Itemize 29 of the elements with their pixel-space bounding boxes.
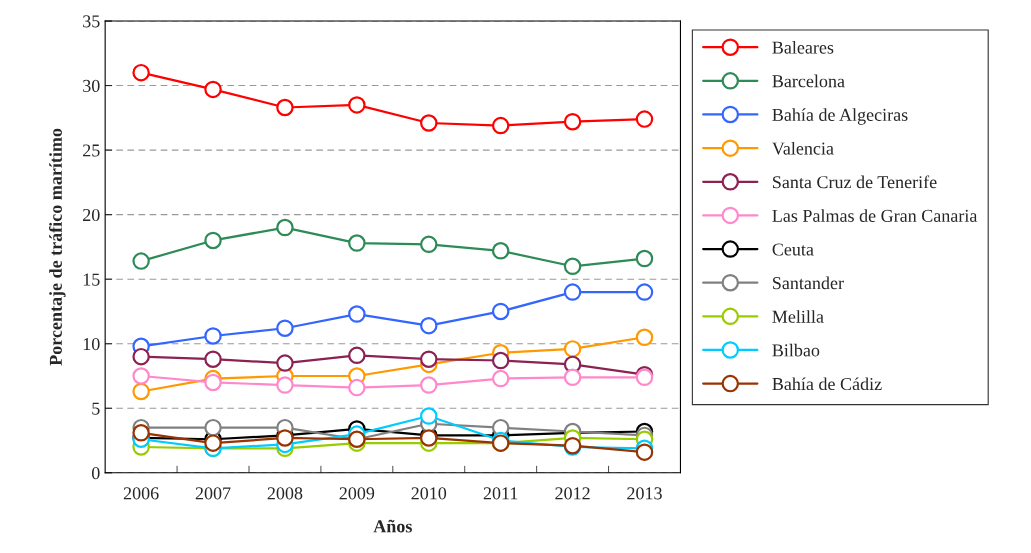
y-tick-label: 0 (91, 467, 100, 480)
y-tick-label: 15 (83, 273, 100, 286)
legend-label: Bahía de Algeciras (772, 108, 908, 125)
legend-label: Santander (773, 276, 844, 290)
y-axis-title: Porcentaje de tráfico marítimo (49, 128, 66, 366)
legend-label: Barcelona (772, 74, 845, 88)
x-tick-label: 2013 (627, 487, 662, 500)
x-tick-label: 2010 (411, 487, 447, 500)
y-tick-label: 20 (83, 208, 100, 222)
x-tick-label: 2007 (195, 487, 231, 500)
y-tick-label: 35 (83, 15, 100, 28)
y-tick-label: 25 (83, 144, 100, 157)
x-tick-label: 2008 (267, 487, 303, 500)
legend-label: Baleares (772, 40, 834, 54)
legend-label: Ceuta (772, 243, 814, 256)
y-tick-label: 5 (92, 402, 100, 415)
legend-label: Las Palmas de Gran Canaria (772, 209, 978, 222)
x-tick-label: 2009 (339, 487, 375, 500)
x-tick-label: 2006 (123, 487, 159, 500)
legend-label: Melilla (772, 310, 824, 323)
legend-label: Bilbao (772, 343, 820, 357)
legend-label: Santa Cruz de Tenerife (773, 175, 937, 189)
x-tick-label: 2012 (555, 487, 590, 500)
y-tick-label: 30 (83, 79, 100, 92)
x-axis-title: Años (373, 519, 412, 533)
x-tick-label: 2011 (483, 487, 518, 500)
y-tick-label: 10 (83, 337, 100, 351)
legend-label: Bahía de Cádiz (772, 377, 882, 391)
legend-label: Valencia (772, 141, 834, 155)
